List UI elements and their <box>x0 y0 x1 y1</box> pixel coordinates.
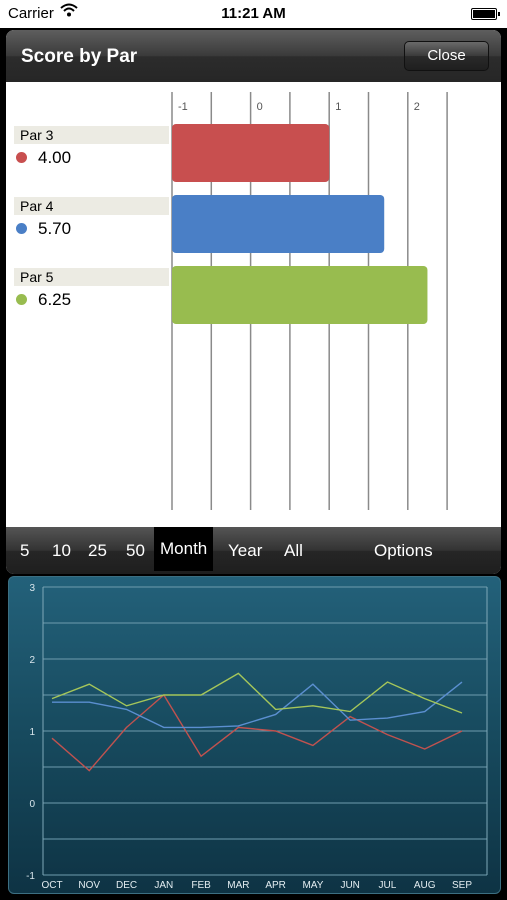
trend-line-panel: 3 2 1 0 -1 OCT NOV DEC JAN FEB MAR APR MAY JUN JUL AUG S… <box>8 576 501 894</box>
par-average-value: 6.25 <box>38 290 72 309</box>
x-tick-label: MAR <box>227 880 249 891</box>
x-tick-label: MAY <box>302 880 323 891</box>
legend-dot <box>16 223 27 234</box>
trend-line-chart: 3 2 1 0 -1 OCT NOV DEC JAN FEB MAR APR MAY JUN JUL AUG S… <box>26 583 488 891</box>
range-year-button[interactable]: Year <box>228 541 263 560</box>
y-tick-label: 2 <box>29 655 35 666</box>
x-tick-label: -1 <box>178 101 188 113</box>
options-button[interactable]: Options <box>374 541 433 560</box>
carrier-label: Carrier <box>8 5 54 22</box>
y-tick-label: 0 <box>29 799 35 810</box>
par-label: Par 3 <box>14 126 169 144</box>
bar-par-5[interactable] <box>172 266 428 324</box>
x-tick-label: JUL <box>379 880 397 891</box>
close-button[interactable]: Close <box>404 41 489 71</box>
score-by-par-panel: Score by Par Close -1 0 1 2 Par 3 4.00 Par 4 5… <box>6 30 501 574</box>
y-tick-label: -1 <box>26 871 35 882</box>
legend-dot <box>16 152 27 163</box>
bar-chart-area: -1 0 1 2 Par 3 4.00 Par 4 5.70 Par 5 6.25 <box>6 82 501 527</box>
range-50-button[interactable]: 50 <box>126 541 145 560</box>
x-tick-label: JUN <box>340 880 359 891</box>
range-10-button[interactable]: 10 <box>52 541 71 560</box>
wifi-icon <box>60 3 78 17</box>
range-toolbar: 5 10 25 50 Month Year All Options <box>6 527 501 574</box>
x-tick-label: APR <box>265 880 286 891</box>
x-tick-label: OCT <box>41 880 62 891</box>
x-tick-label: JAN <box>154 880 173 891</box>
panel-header: Score by Par Close <box>6 30 501 82</box>
series-line-1 <box>51 693 463 772</box>
panel-title: Score by Par <box>21 46 138 67</box>
range-month-button[interactable]: Month <box>154 527 214 571</box>
x-tick-label: DEC <box>116 880 137 891</box>
bar-par-4[interactable] <box>172 195 385 253</box>
range-25-button[interactable]: 25 <box>88 541 107 560</box>
range-5-button[interactable]: 5 <box>20 541 30 560</box>
status-bar: Carrier 11:21 AM <box>0 0 507 28</box>
series-line-2 <box>52 681 463 729</box>
x-tick-label: 0 <box>257 101 263 113</box>
x-tick-label: FEB <box>191 880 211 891</box>
x-tick-label: AUG <box>414 880 436 891</box>
series-line-3 <box>51 672 463 714</box>
battery-icon <box>471 8 500 20</box>
par-label: Par 4 <box>14 197 169 215</box>
bar-par-3[interactable] <box>172 124 330 182</box>
x-tick-label: 1 <box>335 101 341 113</box>
y-tick-label: 3 <box>29 583 35 594</box>
legend-dot <box>16 294 27 305</box>
status-time: 11:21 AM <box>221 5 286 22</box>
par-average-value: 4.00 <box>38 148 72 167</box>
x-tick-label: SEP <box>452 880 472 891</box>
range-all-button[interactable]: All <box>284 541 303 560</box>
par-average-value: 5.70 <box>38 219 72 238</box>
bar-chart: -1 0 1 2 <box>171 92 448 510</box>
par-label: Par 5 <box>14 268 169 286</box>
x-tick-label: 2 <box>414 101 420 113</box>
x-tick-label: NOV <box>78 880 100 891</box>
y-tick-label: 1 <box>29 727 35 738</box>
